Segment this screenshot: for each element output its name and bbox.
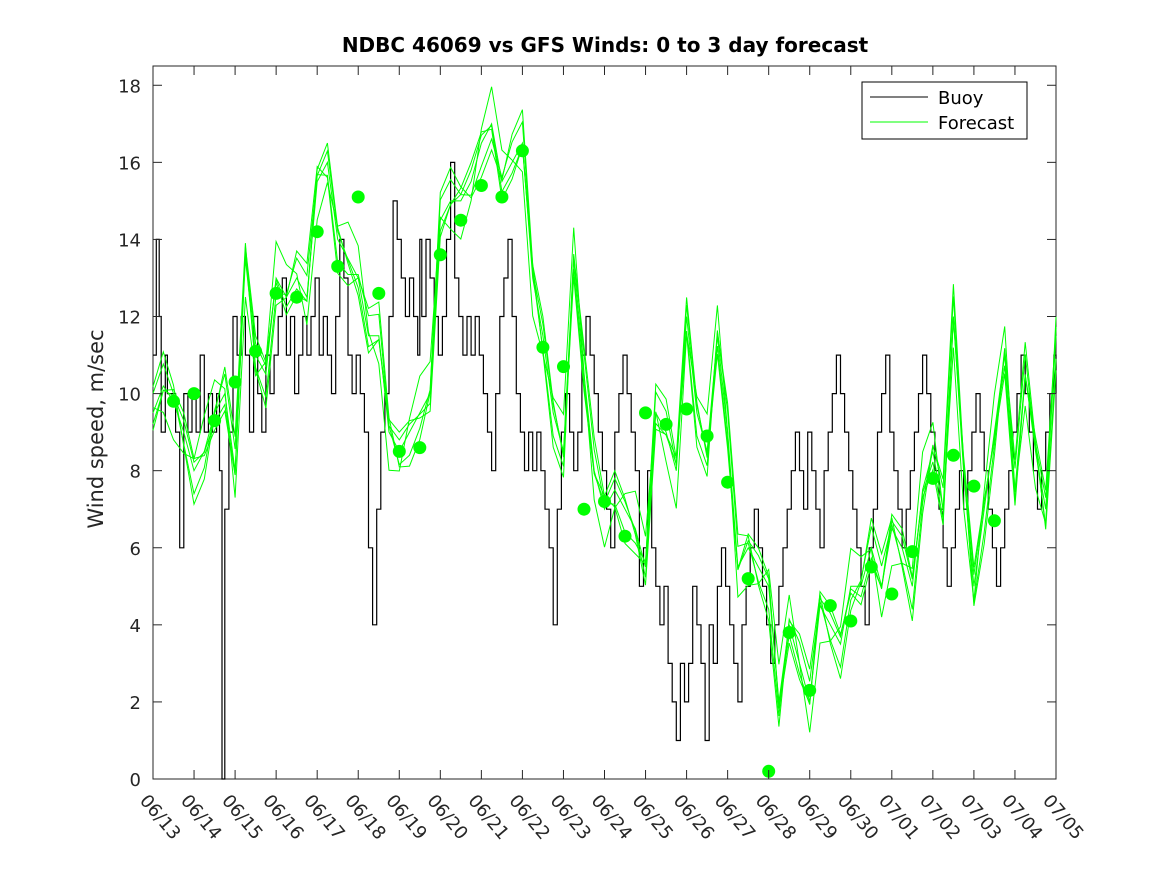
forecast-point: [803, 683, 817, 697]
y-tick-label: 6: [130, 539, 141, 560]
forecast-point: [823, 599, 837, 613]
forecast-point: [782, 626, 796, 639]
forecast-point: [741, 572, 755, 586]
y-tick-label: 14: [118, 230, 141, 251]
forecast-point: [474, 179, 488, 192]
forecast-point: [844, 614, 858, 628]
forecast-point: [331, 259, 345, 273]
forecast-point: [536, 340, 550, 354]
forecast-point: [926, 471, 940, 485]
y-tick-label: 12: [118, 308, 141, 329]
forecast-point: [228, 375, 242, 389]
forecast-point: [885, 587, 899, 601]
forecast-point: [351, 190, 365, 204]
forecast-point: [167, 394, 180, 408]
y-axis-label: Wind speed, m/sec: [84, 329, 108, 528]
forecast-point: [290, 290, 304, 304]
forecast-point: [598, 495, 611, 508]
forecast-point: [700, 429, 714, 443]
forecast-series-line-1: [152, 122, 1057, 703]
forecast-point: [310, 225, 324, 239]
forecast-point: [864, 560, 878, 574]
forecast-point: [372, 286, 386, 300]
forecast-point: [639, 406, 652, 420]
forecast-point: [721, 475, 735, 489]
forecast-point: [249, 344, 263, 358]
forecast-point: [659, 417, 673, 431]
forecast-point: [454, 213, 468, 227]
y-tick-label: 10: [118, 385, 141, 406]
forecast-point: [495, 190, 509, 204]
forecast-point: [515, 144, 529, 158]
forecast-point: [557, 360, 570, 374]
forecast-point: [577, 502, 591, 516]
forecast-point: [269, 286, 283, 300]
forecast-point: [946, 448, 960, 462]
forecast-point: [967, 479, 981, 493]
legend-forecast-label: Forecast: [938, 113, 1014, 134]
forecast-point: [187, 387, 201, 401]
legend: Buoy Forecast: [861, 81, 1028, 140]
forecast-point: [413, 441, 427, 455]
forecast-point: [987, 514, 1001, 528]
chart-title: NDBC 46069 vs GFS Winds: 0 to 3 day fore…: [342, 33, 869, 57]
legend-buoy-label: Buoy: [938, 88, 984, 109]
legend-box: [861, 81, 1028, 140]
y-tick-label: 2: [130, 693, 141, 714]
y-tick-label: 18: [118, 76, 141, 97]
forecast-point: [208, 414, 222, 428]
forecast-point: [618, 529, 632, 543]
y-tick-label: 4: [130, 616, 141, 637]
forecast-point: [905, 545, 919, 559]
forecast-series-line-4: [152, 86, 1057, 733]
forecast-point: [392, 444, 406, 458]
forecast-point: [433, 248, 447, 262]
buoy-series-line: [153, 161, 1057, 780]
y-tick-label: 8: [130, 462, 141, 483]
y-tick-label: 0: [130, 770, 141, 791]
y-tick-label: 16: [118, 153, 141, 174]
forecast-point: [680, 402, 694, 416]
